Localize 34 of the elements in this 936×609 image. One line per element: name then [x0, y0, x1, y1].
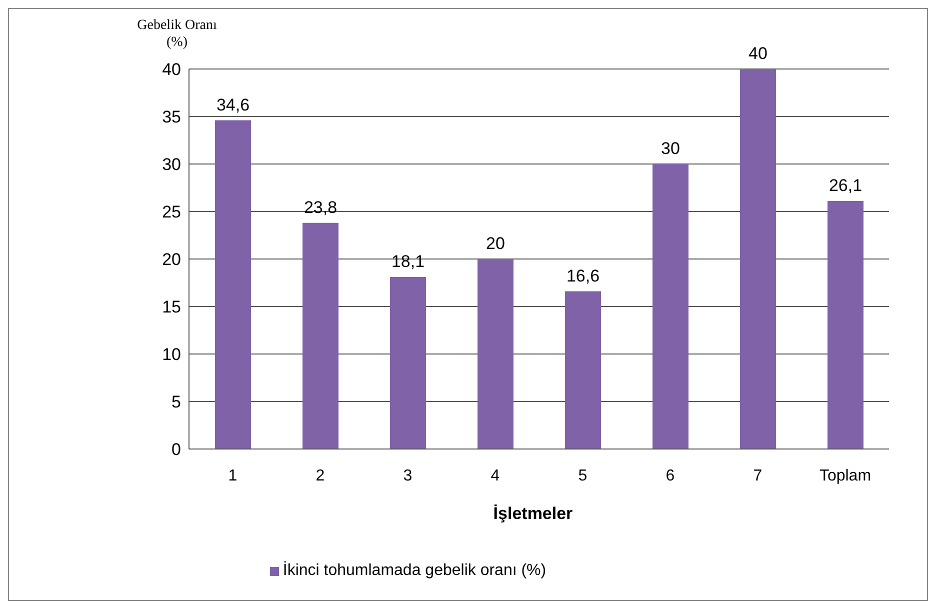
- y-tick-label: 5: [172, 392, 181, 412]
- y-tick-label: 0: [172, 440, 181, 460]
- bar: [302, 222, 338, 449]
- x-tick-label: 2: [316, 467, 325, 484]
- data-label: 34,6: [216, 95, 250, 114]
- x-tick-label: 6: [666, 467, 675, 484]
- y-axis-title: Gebelik Oranı (%): [137, 17, 217, 51]
- data-label: 20: [486, 234, 505, 253]
- bar: [828, 201, 864, 449]
- bar: [390, 277, 426, 449]
- y-tick-label: 25: [162, 202, 181, 222]
- x-tick-label: 5: [578, 467, 588, 484]
- data-label: 16,6: [566, 266, 600, 286]
- x-tick-label: 7: [753, 467, 762, 484]
- data-label: 30: [661, 139, 680, 158]
- bar: [478, 259, 514, 449]
- x-tick-label: Toplam: [819, 467, 872, 484]
- y-tick-label: 30: [162, 155, 181, 174]
- bar: [740, 69, 776, 449]
- y-tick-label: 35: [162, 108, 181, 127]
- data-label: 26,1: [828, 176, 862, 196]
- x-tick-label: 3: [403, 467, 412, 484]
- x-axis-title: İşletmeler: [492, 504, 574, 524]
- x-tick-label: 1: [228, 467, 238, 484]
- x-tick-label: 4: [490, 467, 500, 484]
- data-label: 40: [748, 44, 768, 63]
- bar: [652, 164, 688, 449]
- legend-label: İkinci tohumlamada gebelik oranı (%): [282, 562, 546, 580]
- y-tick-label: 40: [162, 60, 181, 80]
- y-tick-label: 20: [162, 250, 181, 270]
- y-tick-label: 10: [162, 345, 181, 364]
- bar: [215, 120, 251, 449]
- y-tick-label: 15: [162, 298, 181, 317]
- bar: [565, 291, 601, 449]
